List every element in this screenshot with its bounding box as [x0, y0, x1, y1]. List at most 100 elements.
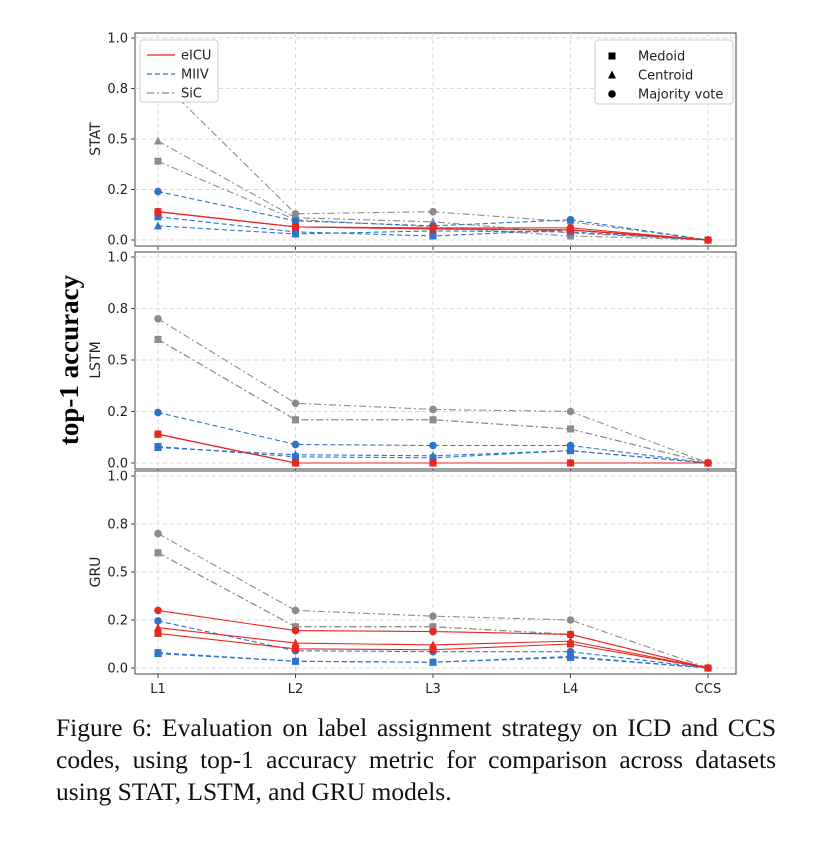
data-point	[154, 606, 162, 615]
data-point	[292, 645, 299, 653]
data-point	[704, 664, 712, 672]
x-tick-label: L1	[150, 682, 166, 697]
figure-caption: Figure 6: Evaluation on label assignment…	[56, 713, 776, 806]
series-eicu-majority-vote	[154, 430, 712, 467]
panel-lstm: 0.0 0.2 0.5 0.8 1.0 LSTM	[88, 251, 737, 473]
x-tick-label: L3	[425, 682, 441, 697]
legend-label-medoid: Medoid	[638, 50, 685, 65]
data-point	[291, 209, 300, 218]
y-tick-label: 0.5	[107, 354, 128, 369]
data-point	[429, 640, 437, 649]
data-point	[291, 415, 300, 424]
data-point	[154, 629, 162, 637]
data-point	[429, 224, 437, 232]
data-point	[566, 636, 575, 645]
data-point	[566, 616, 575, 624]
data-point	[429, 657, 437, 666]
x-tick-label: L4	[563, 682, 579, 697]
data-point	[154, 221, 162, 230]
x-tick-label: L2	[288, 682, 304, 697]
data-point	[291, 459, 300, 467]
data-point	[704, 236, 712, 244]
y-tick-label: 1.0	[107, 251, 128, 266]
data-point	[154, 529, 162, 538]
data-point	[154, 157, 162, 165]
data-point	[154, 334, 162, 343]
y-tick-label: 1.0	[107, 470, 128, 485]
figure-canvas: 0.0 0.2 0.5 0.8 1.0 STAT eICU MIIV SiC Medoid Cent…	[54, 32, 737, 697]
data-point	[291, 399, 300, 408]
legend-label-centroid: Centroid	[638, 69, 693, 84]
series-line	[157, 318, 709, 464]
data-point	[291, 440, 300, 449]
legend-label-eicu: eICU	[181, 49, 211, 64]
data-point	[154, 207, 162, 216]
chart-panels: 0.0 0.2 0.5 0.8 1.0 STAT eICU MIIV SiC Medoid Cent…	[88, 32, 737, 697]
data-point	[429, 459, 437, 467]
data-point	[291, 656, 300, 665]
data-point	[429, 441, 437, 450]
y-tick-label: 0.8	[107, 82, 128, 97]
data-point	[566, 459, 575, 467]
legend-marker-triangle	[608, 70, 616, 79]
data-point	[429, 405, 437, 414]
data-point	[429, 646, 437, 654]
data-point	[429, 622, 437, 631]
legend-datasets: eICU MIIV SiC	[139, 39, 219, 103]
data-point	[566, 647, 575, 656]
legend-label-miiv: MIIV	[181, 68, 209, 83]
y-tick-label: 0.2	[107, 405, 128, 420]
y-tick-label: 0.5	[107, 566, 128, 581]
data-point	[154, 617, 162, 625]
data-point	[429, 451, 437, 460]
y-axis-label: STAT	[88, 122, 104, 156]
data-point	[704, 459, 712, 467]
plot-frame	[134, 470, 737, 675]
data-point	[291, 223, 300, 231]
data-point	[154, 430, 162, 438]
legend-label-majority-vote: Majority vote	[638, 88, 723, 103]
data-point	[154, 548, 162, 557]
data-point	[291, 229, 300, 238]
data-point	[429, 207, 437, 216]
legend-marker-square	[608, 52, 616, 60]
data-point	[154, 213, 162, 221]
data-point	[429, 415, 437, 424]
legend-label-sic: SiC	[181, 87, 202, 102]
data-point	[566, 441, 575, 450]
data-point	[566, 630, 575, 639]
data-point	[291, 606, 300, 615]
y-tick-label: 0.8	[107, 518, 128, 533]
y-axis-label: LSTM	[88, 341, 104, 378]
y-tick-label: 0.0	[107, 662, 128, 677]
y-tick-label: 0.0	[107, 457, 128, 472]
data-point	[429, 612, 437, 620]
series-eicu-majority-vote	[154, 207, 712, 244]
data-point	[291, 450, 300, 459]
legend-marker-circle	[608, 90, 616, 98]
data-point	[154, 136, 162, 145]
data-point	[291, 638, 300, 647]
y-tick-label: 1.0	[107, 32, 128, 47]
data-point	[154, 187, 162, 196]
legend-strategies: Medoid Centroid Majority vote	[594, 39, 734, 105]
y-axis-label: GRU	[88, 557, 104, 588]
panel-gru: 0.0 0.2 0.5 0.8 1.0 L1 L2 L3 L4 CCS GRU	[88, 470, 737, 697]
data-point	[566, 216, 575, 224]
data-point	[154, 408, 162, 417]
data-point	[566, 446, 575, 455]
series-eicu-centroid	[154, 623, 712, 672]
legend-box	[594, 39, 734, 105]
y-tick-label: 0.8	[107, 302, 128, 317]
y-tick-label: 0.2	[107, 183, 128, 198]
data-point	[291, 626, 300, 635]
data-point	[291, 217, 300, 225]
series-eicu-majority-vote	[154, 606, 712, 672]
data-point	[566, 407, 575, 416]
panel-stat: 0.0 0.2 0.5 0.8 1.0 STAT eICU MIIV SiC Medoid Cent…	[88, 32, 737, 250]
data-point	[154, 315, 162, 323]
data-point	[566, 224, 575, 232]
data-point	[566, 424, 575, 433]
data-point	[154, 623, 162, 632]
y-tick-label: 0.5	[107, 133, 128, 148]
